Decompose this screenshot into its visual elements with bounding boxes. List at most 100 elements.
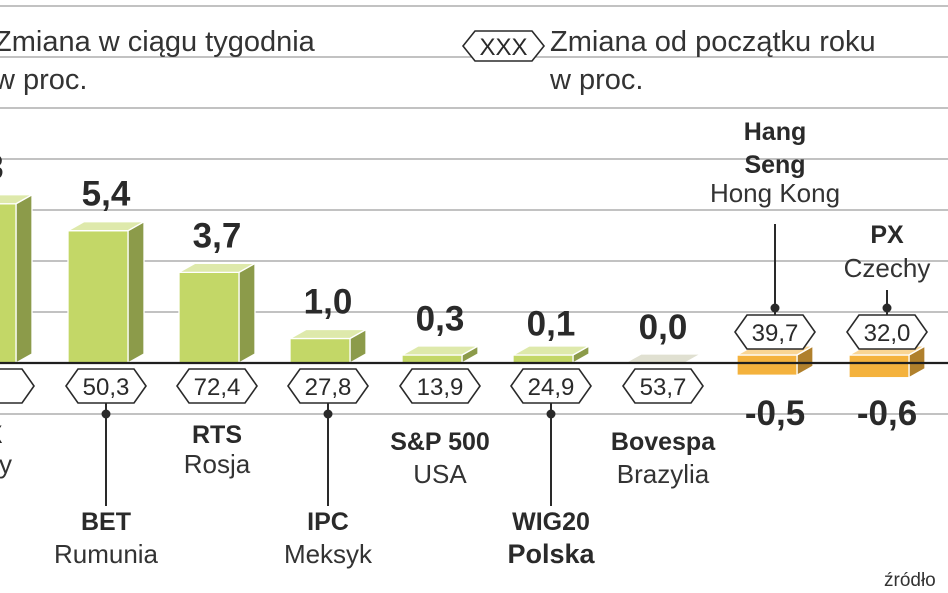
leader-dot <box>546 409 556 419</box>
country-label: Rosja <box>184 449 251 479</box>
legend-weekly-line1: Zmiana w ciągu tygodnia <box>0 26 316 58</box>
index-name: PX <box>870 221 904 249</box>
legend: Zmiana w ciągu tygodnia w proc. XXX Zmia… <box>0 26 876 96</box>
index-name: X <box>0 421 3 449</box>
ytd-badge: 27,8 <box>287 368 369 404</box>
bar-front <box>848 354 910 379</box>
bar-side <box>127 220 145 365</box>
leader-dot <box>101 409 111 419</box>
value-label: 0,0 <box>639 308 688 347</box>
index-name: IPC <box>307 508 349 536</box>
value-label: -0,5 <box>745 394 805 433</box>
ytd-hexagon <box>176 368 258 404</box>
bars <box>0 193 928 379</box>
bar-top <box>622 353 704 364</box>
bar-1 <box>65 220 147 365</box>
index-name: S&P 500 <box>390 428 490 456</box>
bar-front <box>401 354 463 364</box>
bar-front <box>289 337 351 364</box>
bar-side <box>238 262 256 365</box>
bar-front <box>67 230 129 364</box>
ytd-badge: 32,0 <box>846 314 928 350</box>
ytd-badge: 13,9 <box>399 368 481 404</box>
ytd-hexagon <box>734 314 816 350</box>
leader-dot <box>323 409 333 419</box>
ytd-hexagon <box>622 368 704 404</box>
bar-0 <box>0 193 35 365</box>
legend-hexagon-sample: XXX <box>479 34 527 61</box>
bar-5 <box>510 344 592 365</box>
index-name: Hang <box>744 118 807 146</box>
ytd-value: 2 <box>0 374 1 401</box>
gridlines <box>0 5 948 415</box>
bar-top <box>287 328 369 340</box>
bar-6 <box>622 353 704 364</box>
bar-front <box>736 354 798 376</box>
ytd-value: 72,4 <box>194 374 241 401</box>
value-label: 3,7 <box>193 216 242 255</box>
bar-side <box>15 193 33 365</box>
bar-front <box>178 271 240 364</box>
ytd-value: 50,3 <box>83 374 130 401</box>
ytd-badge: 24,9 <box>510 368 592 404</box>
legend-ytd-line2: w proc. <box>549 64 643 96</box>
bar-top <box>510 345 592 356</box>
country-label: gry <box>0 449 12 479</box>
bar-top <box>65 221 147 232</box>
bar-7 <box>734 344 816 377</box>
country-label: Brazylia <box>617 459 710 489</box>
ytd-hexagon <box>510 368 592 404</box>
ytd-badge: 50,3 <box>65 368 147 404</box>
bar-front <box>0 203 17 364</box>
ytd-hexagon <box>0 368 35 404</box>
bar-4 <box>399 344 481 365</box>
legend-ytd-line1: Zmiana od początku roku <box>550 26 876 58</box>
bar-front <box>512 354 574 364</box>
ytd-value: 39,7 <box>752 320 799 347</box>
value-label: 5,4 <box>82 175 131 214</box>
ytd-value: 32,0 <box>864 320 911 347</box>
legend-hexagon-shape <box>461 30 546 62</box>
bar-2 <box>176 262 258 365</box>
value-label: -0,6 <box>857 394 917 433</box>
index-name: Seng <box>744 151 805 179</box>
ytd-hexagon <box>846 314 928 350</box>
legend-weekly-line2: w proc. <box>0 64 87 96</box>
value-labels: 35,43,71,00,30,10,0-0,5-0,6- <box>0 148 917 433</box>
ytd-badge: 53,7 <box>622 368 704 404</box>
value-label: 0,3 <box>416 300 465 339</box>
country-label: Czechy <box>844 253 931 283</box>
ytd-badge: 39,7 <box>734 314 816 350</box>
bar-top <box>176 262 258 273</box>
index-name: Bovespa <box>611 428 716 456</box>
value-label: 1,0 <box>304 283 353 322</box>
index-name: BET <box>81 508 131 536</box>
bar-3 <box>287 328 369 365</box>
value-label: 3 <box>0 148 4 187</box>
leader-dot <box>882 303 892 313</box>
country-label: Hong Kong <box>710 178 840 208</box>
country-label: Rumunia <box>54 539 159 569</box>
ytd-badge: 2 <box>0 368 35 404</box>
source-note: źródło <box>884 570 936 591</box>
leader-dot <box>770 303 780 313</box>
bar-8 <box>846 344 928 379</box>
country-label: USA <box>413 459 467 489</box>
ytd-hexagon <box>65 368 147 404</box>
country-label: Polska <box>507 539 595 569</box>
index-name: WIG20 <box>512 508 590 536</box>
ytd-badge: 72,4 <box>176 368 258 404</box>
ytd-value: 24,9 <box>528 374 575 401</box>
ytd-value: 27,8 <box>305 374 352 401</box>
index-name: RTS <box>192 421 242 449</box>
ytd-hexagon <box>399 368 481 404</box>
country-label: Meksyk <box>284 539 373 569</box>
ytd-badges: 250,372,427,813,924,953,739,732,05 <box>0 314 928 404</box>
ytd-value: 53,7 <box>640 374 687 401</box>
ytd-value: 13,9 <box>417 374 464 401</box>
bar-top <box>399 345 481 356</box>
ytd-hexagon <box>287 368 369 404</box>
bar-top <box>0 194 35 205</box>
